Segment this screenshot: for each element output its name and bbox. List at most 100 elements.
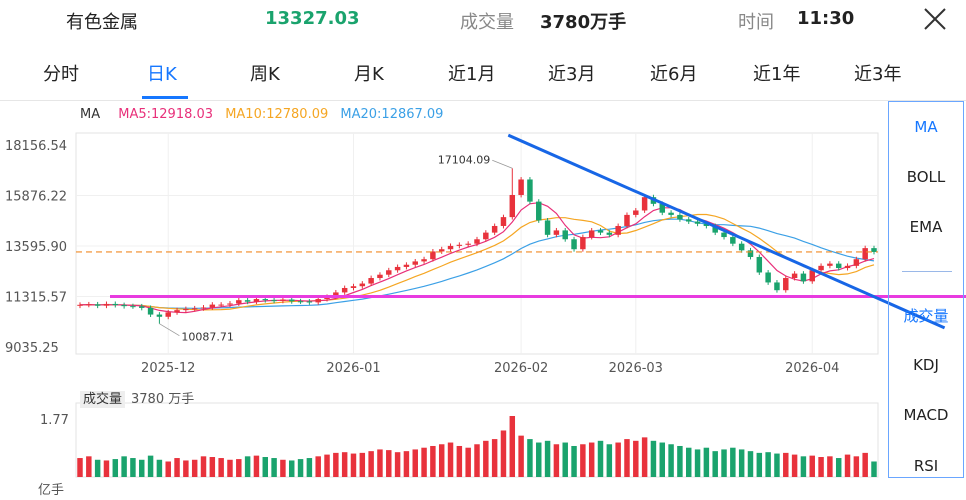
candle-body [800,273,807,282]
volume-bar [430,445,436,477]
indicator-menu: MA BOLL EMA 成交量 KDJ MACD RSI [888,101,964,478]
volume-bar [280,459,286,477]
volume-bar [791,454,798,477]
volume-bar [394,452,401,477]
candle-body [341,287,348,293]
tab-6-months[interactable]: 近6月 [650,64,698,85]
tab-fenshi[interactable]: 分时 [43,64,79,85]
volume-bar [288,460,295,477]
volume-bar [112,459,119,477]
volume-bar [668,444,674,477]
volume-y-tick: 1.77 [40,413,69,428]
volume-bar [271,458,277,477]
ma-legend: MA MA5:12918.03 MA10:12780.09 MA20:12867… [80,107,451,122]
volume-panel-title: 成交量 [80,391,126,408]
ma10-value: MA10:12780.09 [225,107,329,122]
candle-body [253,299,260,302]
volume-bar [862,452,868,477]
low-annotation-label: 10087.71 [181,331,234,344]
candle-body [544,220,551,235]
candle-body [509,194,516,218]
volume-bar [588,442,595,477]
volume-bar [606,444,613,477]
volume-bar [809,455,815,477]
volume-bar [438,444,445,477]
volume-bar [518,435,524,477]
candle-body [730,237,736,244]
indicator-boll[interactable]: BOLL [906,168,946,186]
volume-bar [544,440,551,477]
candle-body [536,201,542,221]
tab-1-year[interactable]: 近1年 [753,64,801,85]
candle-body [624,214,630,226]
tab-monthly-k[interactable]: 月K [354,64,384,85]
candle-body [712,225,718,233]
candle-body [694,221,701,224]
volume-bar [218,458,224,477]
indicator-macd[interactable]: MACD [903,406,949,424]
time-value: 11:30 [797,8,855,29]
x-tick-label: 2025-12 [141,361,195,376]
candle-body [412,261,418,265]
high-annotation-leader [492,159,513,169]
indicator-ma[interactable]: MA [914,118,938,136]
volume-bar [571,445,577,477]
volume-bar [800,456,807,477]
indicator-rsi[interactable]: RSI [913,457,939,475]
volume-bar [315,456,321,477]
x-tick-label: 2026-02 [494,361,548,376]
candle-body [483,232,489,240]
ma20-line [79,218,875,309]
candle-body [438,249,445,252]
volume-bar [412,449,418,477]
volume-bar [509,416,516,477]
volume-bar [703,447,710,477]
tab-3-years[interactable]: 近3年 [854,64,902,85]
candle-body [685,219,692,222]
volume-bar [236,459,242,477]
indicator-kdj[interactable]: KDJ [913,356,939,374]
trend-line [507,133,946,330]
candle-body [783,278,789,291]
volume-bar [121,456,127,477]
volume-bar [765,452,771,477]
tab-weekly-k[interactable]: 周K [250,64,280,85]
indicator-ema[interactable]: EMA [909,218,943,236]
y-tick-label: 13595.90 [5,240,67,255]
indicator-volume[interactable]: 成交量 [903,307,949,325]
tab-daily-k[interactable]: 日K [147,64,177,85]
volume-bar [597,440,604,477]
candle-body [756,256,763,273]
volume-bar [694,449,701,477]
candle-body [350,286,357,288]
volume-label: 成交量 [460,12,514,33]
volume-bar [297,459,304,477]
candle-body [747,250,754,257]
close-icon[interactable] [920,4,950,34]
volume-bar [465,447,471,477]
candle-body [200,307,207,309]
candle-body [236,300,242,304]
y-tick-label: 11315.57 [5,291,67,306]
candle-body [633,210,639,215]
candle-body [86,304,92,306]
volume-bar [403,451,410,477]
candle-body [77,304,83,306]
candle-body [377,274,383,279]
tab-1-month[interactable]: 近1月 [448,64,496,85]
volume-bar [491,439,498,477]
volume-bar [853,456,860,477]
volume-bar [103,460,110,477]
volume-bar [774,453,780,477]
candle-body [738,243,745,251]
volume-bar [615,442,621,477]
candle-body [703,223,710,226]
header-bar: 有色金属 13327.03 成交量 3780万手 时间 11:30 [0,0,966,40]
tab-3-months[interactable]: 近3月 [548,64,596,85]
candle-body [871,248,877,252]
volume-bar [721,449,727,477]
volume-bar [562,442,568,477]
candle-body [183,309,189,311]
volume-bar [156,459,163,477]
candle-body [580,237,586,250]
